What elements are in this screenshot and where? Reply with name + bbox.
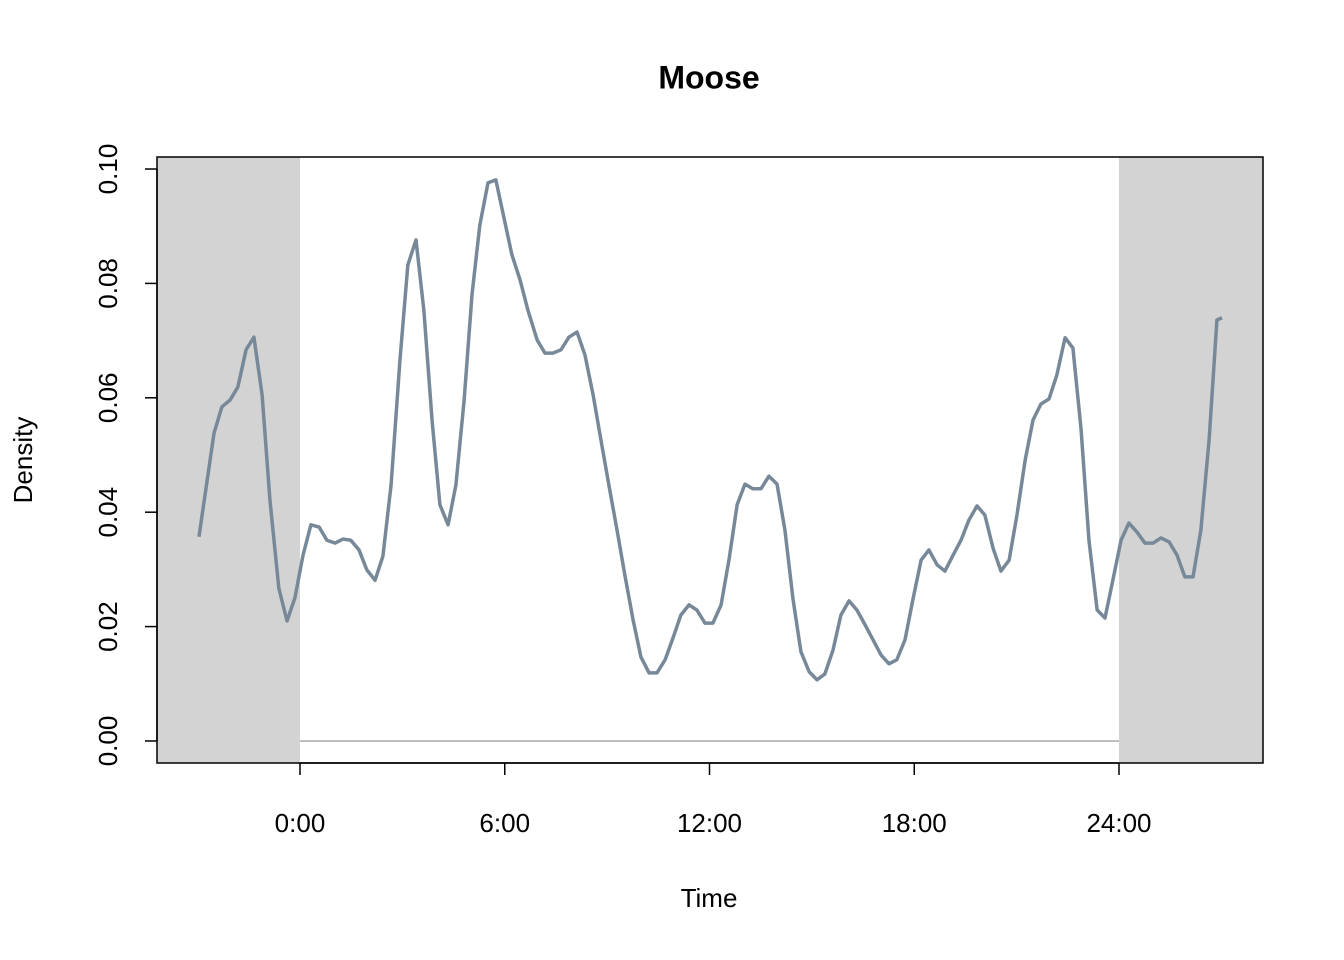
y-tick-label: 0.00 — [93, 716, 123, 767]
x-tick-label: 0:00 — [275, 808, 326, 838]
plot-box — [156, 156, 1264, 764]
x-tick-label: 24:00 — [1086, 808, 1151, 838]
shade — [1118, 157, 1263, 763]
y-tick-label: 0.10 — [93, 144, 123, 195]
y-axis-label: Density — [8, 417, 38, 504]
y-tick-label: 0.08 — [93, 258, 123, 309]
y-tick-label: 0.02 — [93, 601, 123, 652]
x-tick-label: 18:00 — [882, 808, 947, 838]
x-tick-label: 6:00 — [479, 808, 530, 838]
y-tick-label: 0.04 — [93, 487, 123, 538]
chart-title: Moose — [658, 59, 759, 95]
density-line — [197, 178, 1223, 682]
y-tick-label: 0.06 — [93, 372, 123, 423]
x-axis-label: Time — [681, 883, 738, 913]
shade — [157, 157, 300, 763]
x-tick-label: 12:00 — [677, 808, 742, 838]
